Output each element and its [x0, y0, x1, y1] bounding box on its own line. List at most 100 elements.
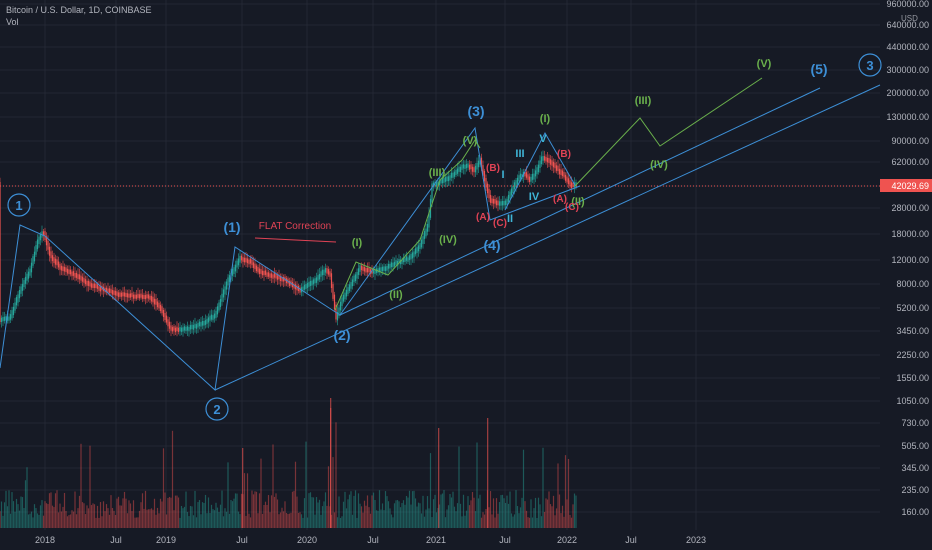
volume-bar	[225, 511, 228, 528]
symbol-title[interactable]: Bitcoin / U.S. Dollar, 1D, COINBASE	[6, 5, 152, 15]
candle-body	[557, 165, 559, 172]
volume-bar	[449, 494, 451, 528]
volume-bar	[555, 508, 558, 528]
time-tick-label: 2020	[297, 535, 317, 545]
volume-bar	[525, 510, 528, 528]
candle-body	[159, 304, 162, 311]
volume-bar	[155, 514, 157, 528]
candle-body	[288, 280, 291, 286]
candle-body	[501, 201, 504, 206]
volume-bar	[492, 498, 495, 528]
price-candles	[0, 150, 577, 337]
volume-bar	[420, 513, 423, 528]
volume-bar	[116, 498, 118, 528]
candle-body	[395, 260, 397, 265]
candle-body	[171, 327, 174, 332]
candle-body	[179, 327, 181, 332]
candle-body	[542, 155, 544, 161]
wave-labels: 1 2 3 (1) (2) (3) (4) (5) (I) (II) (III) (IV) (V) (I)…	[7, 53, 882, 421]
candle-body	[126, 293, 129, 298]
green-wave-label: (IV)	[439, 234, 457, 246]
volume-bar	[393, 503, 396, 528]
candle-body	[216, 306, 219, 315]
volume-bar	[371, 495, 373, 528]
candle-body	[407, 257, 409, 262]
candle-body	[552, 161, 555, 168]
candle-body	[24, 276, 27, 284]
candle-body	[231, 269, 234, 276]
major-wave-label: 2	[213, 402, 220, 417]
green-wave-label: (IV)	[650, 159, 668, 171]
volume-bar	[528, 517, 531, 528]
volume-bar	[24, 480, 27, 528]
candle-body	[156, 301, 159, 308]
volume-bar	[135, 517, 138, 528]
candle-body	[261, 270, 264, 276]
volume-bar	[380, 509, 382, 528]
volume-bar	[3, 502, 6, 528]
candle-body	[467, 163, 469, 168]
volume-bar	[47, 504, 49, 528]
candle-body	[20, 286, 22, 294]
volume-bar	[312, 497, 315, 528]
candle-body	[129, 293, 132, 298]
volume-bar	[62, 506, 64, 528]
candle-body	[132, 294, 135, 299]
chart-grid	[0, 0, 880, 530]
candle-body	[302, 286, 304, 292]
volume-bar	[45, 503, 48, 528]
candle-body	[188, 327, 190, 332]
volume-bar	[413, 490, 415, 528]
volume-bar	[30, 511, 33, 528]
time-tick-label: Jul	[236, 535, 248, 545]
volume-bar	[222, 516, 225, 528]
volume-bar	[416, 506, 418, 528]
price-tick-label: 130000.00	[886, 112, 929, 122]
candle-body	[174, 327, 177, 333]
candle-body	[519, 173, 522, 179]
time-axis[interactable]: 2018 Jul 2019 Jul 2020 Jul 2021 Jul 2022 Jul 2023	[35, 535, 706, 545]
candle-body	[201, 321, 204, 326]
candle-body	[537, 164, 540, 173]
volume-bar	[93, 504, 96, 528]
candle-body	[18, 290, 21, 299]
candle-body	[173, 326, 175, 331]
volume-label[interactable]: Vol	[6, 17, 19, 27]
volume-bar	[320, 514, 322, 528]
volume-bar	[231, 501, 234, 528]
volume-bar	[257, 513, 259, 528]
volume-bar	[566, 499, 568, 528]
candle-body	[84, 279, 87, 285]
candle-body	[426, 223, 429, 232]
candle-body	[60, 265, 63, 271]
volume-bar	[276, 499, 279, 528]
candle-body	[563, 171, 565, 178]
volume-bar	[87, 508, 90, 528]
volume-bar	[101, 516, 103, 528]
candle-body	[363, 266, 366, 272]
volume-bar	[161, 501, 163, 528]
candle-body	[549, 159, 552, 165]
candle-body	[251, 259, 253, 266]
candle-body	[453, 171, 456, 177]
volume-bar	[122, 498, 124, 528]
correction-label: (C)	[565, 202, 579, 213]
candle-body	[108, 288, 111, 293]
volume-bar	[330, 514, 333, 528]
candle-body	[143, 294, 145, 299]
candle-body	[180, 327, 183, 332]
candle-body	[326, 268, 328, 274]
volume-bar	[422, 495, 424, 528]
candle-body	[177, 327, 180, 332]
volume-bar	[543, 511, 546, 528]
volume-bar	[501, 494, 504, 528]
candle-body	[462, 164, 465, 169]
volume-bar	[302, 517, 304, 528]
candle-body	[416, 247, 418, 254]
wave-label-2: (2)	[333, 327, 350, 343]
volume-bar	[377, 510, 379, 528]
price-axis[interactable]: 960000.00 640000.00 440000.00 300000.00 2000…	[880, 0, 932, 517]
volume-bar	[41, 500, 43, 528]
volume-bar	[6, 506, 9, 528]
